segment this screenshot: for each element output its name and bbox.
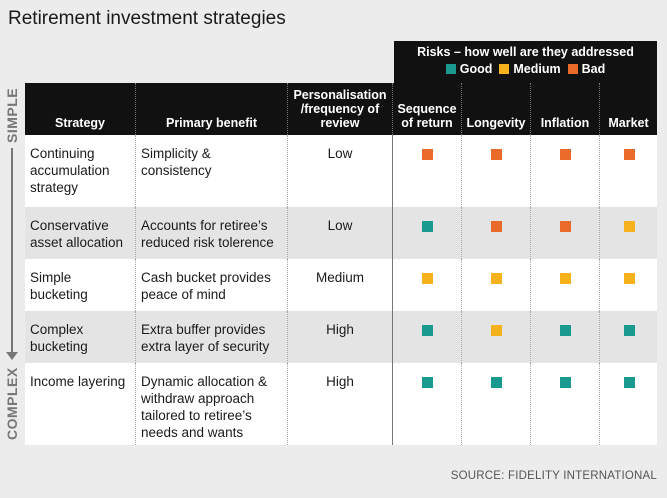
cell-risk xyxy=(461,207,530,259)
strategy-table: Strategy Primary benefit Personalisation… xyxy=(25,83,657,445)
rating-good xyxy=(422,377,433,388)
source-note: SOURCE: FIDELITY INTERNATIONAL xyxy=(450,470,657,482)
legend-swatch-medium xyxy=(499,64,510,74)
rating-bad xyxy=(491,221,502,232)
cell-risk xyxy=(461,311,530,363)
axis-line xyxy=(11,148,13,354)
cell-review: Medium xyxy=(287,259,392,311)
risk-header: Risks – how well are they addressed Good… xyxy=(394,41,657,83)
column-header-strategy: Strategy xyxy=(25,83,135,135)
rating-good xyxy=(422,325,433,336)
cell-risk xyxy=(599,135,657,207)
cell-review: Low xyxy=(287,135,392,207)
legend-label-medium: Medium xyxy=(513,62,561,76)
axis-label-simple: SIMPLE xyxy=(4,87,20,143)
cell-risk xyxy=(530,259,599,311)
rating-good xyxy=(560,325,571,336)
rating-medium xyxy=(623,273,635,284)
cell-risk xyxy=(530,363,599,445)
legend-label-good: Good xyxy=(459,62,493,76)
legend-item-bad: Bad xyxy=(567,62,606,76)
cell-strategy: Simple bucketing xyxy=(25,259,135,311)
cell-benefit: Simplicity & consistency xyxy=(135,135,287,207)
cell-risk xyxy=(392,363,461,445)
cell-strategy: Continuing accumulation strategy xyxy=(25,135,135,207)
column-header-review: Personalisation /frequency of review xyxy=(287,83,392,135)
legend-item-good: Good xyxy=(445,62,493,76)
legend-swatch-good xyxy=(445,64,456,74)
rating-good xyxy=(623,377,635,388)
rating-bad xyxy=(491,149,502,160)
rating-medium xyxy=(560,273,571,284)
rating-bad xyxy=(623,149,635,160)
column-header-market: Market xyxy=(599,83,657,135)
column-header-longevity: Longevity xyxy=(461,83,530,135)
cell-review: Low xyxy=(287,207,392,259)
cell-risk xyxy=(530,207,599,259)
cell-strategy: Conservative asset allocation xyxy=(25,207,135,259)
cell-risk xyxy=(599,259,657,311)
cell-risk xyxy=(461,363,530,445)
rating-good xyxy=(422,221,433,232)
cell-review: High xyxy=(287,363,392,445)
legend-label-bad: Bad xyxy=(581,62,606,76)
cell-risk xyxy=(392,207,461,259)
cell-risk xyxy=(599,207,657,259)
rating-bad xyxy=(422,149,433,160)
cell-benefit: Extra buffer provides extra layer of sec… xyxy=(135,311,287,363)
cell-risk xyxy=(530,135,599,207)
rating-bad xyxy=(560,221,571,232)
column-header-benefit: Primary benefit xyxy=(135,83,287,135)
rating-good xyxy=(560,377,571,388)
cell-risk xyxy=(392,259,461,311)
cell-risk xyxy=(599,363,657,445)
cell-risk xyxy=(392,135,461,207)
cell-benefit: Accounts for retiree’s reduced risk tole… xyxy=(135,207,287,259)
cell-risk xyxy=(530,311,599,363)
column-header-sequence: Sequence of return xyxy=(392,83,461,135)
arrow-down-icon xyxy=(6,352,18,360)
cell-risk xyxy=(461,259,530,311)
cell-benefit: Cash bucket provides peace of mind xyxy=(135,259,287,311)
rating-medium xyxy=(491,325,502,336)
cell-strategy: Income layering xyxy=(25,363,135,445)
rating-good xyxy=(491,377,502,388)
cell-risk xyxy=(461,135,530,207)
risk-header-title: Risks – how well are they addressed xyxy=(417,45,634,59)
legend: Good Medium Bad xyxy=(394,62,657,76)
column-header-inflation: Inflation xyxy=(530,83,599,135)
cell-strategy: Complex bucketing xyxy=(25,311,135,363)
cell-review: High xyxy=(287,311,392,363)
rating-medium xyxy=(422,273,433,284)
cell-risk xyxy=(392,311,461,363)
rating-bad xyxy=(560,149,571,160)
legend-swatch-bad xyxy=(567,64,578,74)
axis-label-complex: COMPLEX xyxy=(4,367,20,440)
legend-item-medium: Medium xyxy=(499,62,561,76)
rating-good xyxy=(623,325,635,336)
cell-benefit: Dynamic allocation & withdraw approach t… xyxy=(135,363,287,445)
cell-risk xyxy=(599,311,657,363)
page-title: Retirement investment strategies xyxy=(8,8,286,29)
rating-medium xyxy=(623,221,635,232)
rating-medium xyxy=(491,273,502,284)
